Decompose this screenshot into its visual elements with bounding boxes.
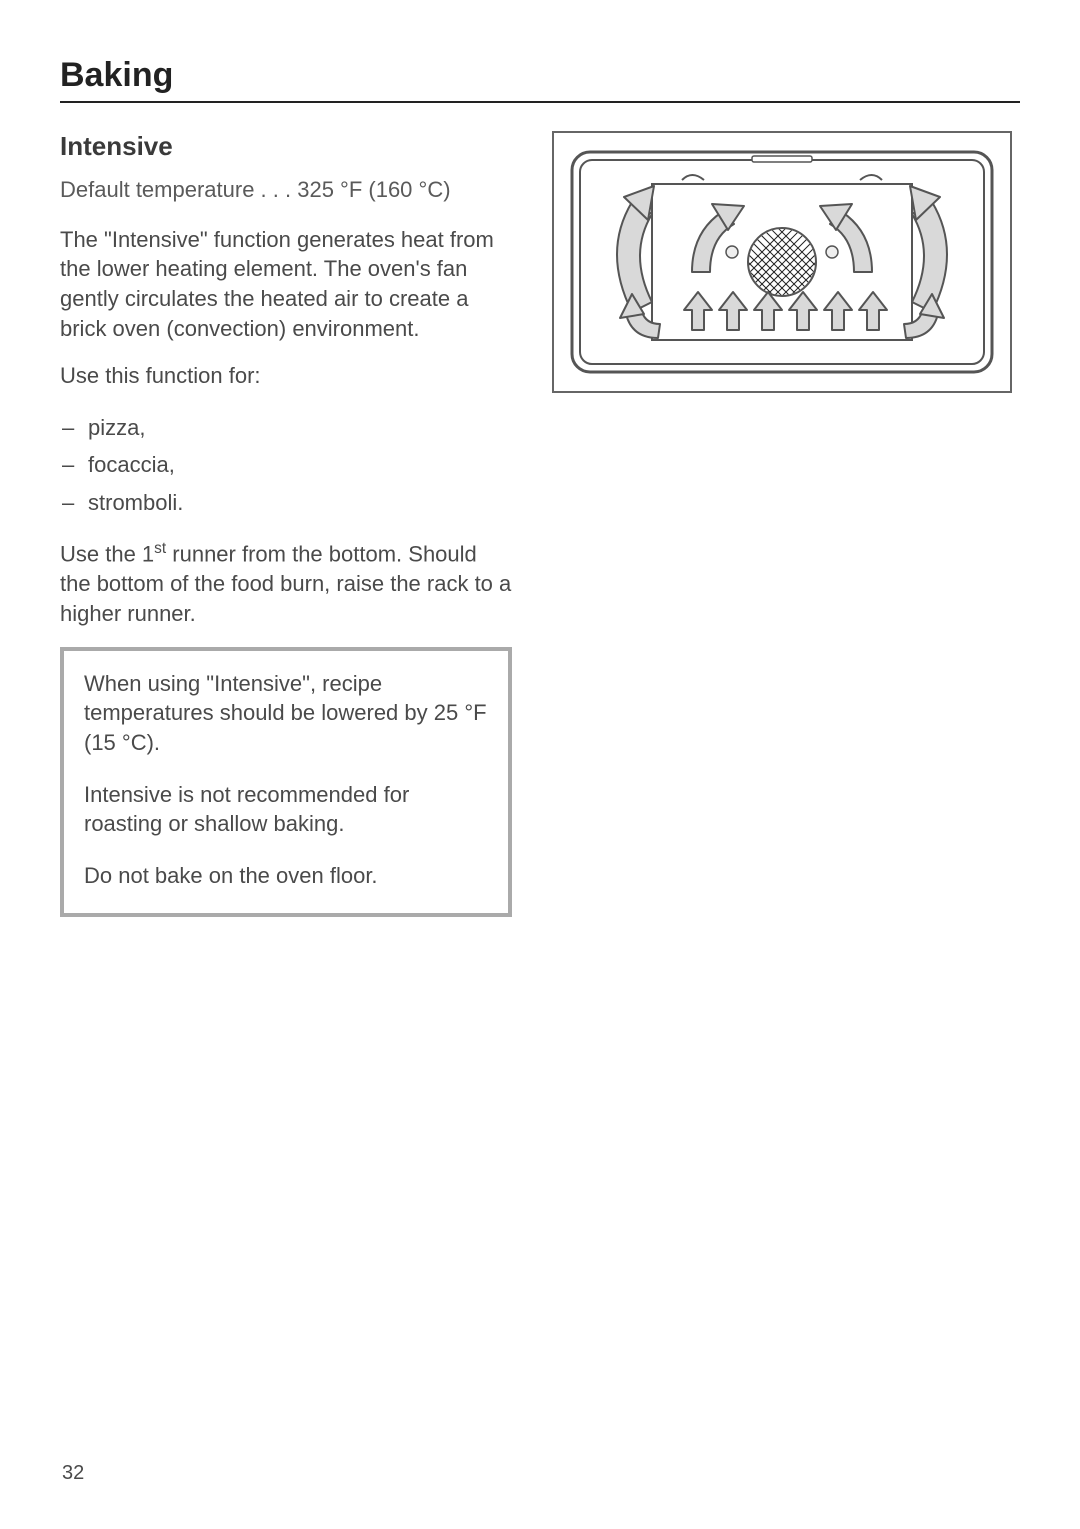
use-lead: Use this function for: [60, 361, 512, 391]
oven-diagram-svg [562, 142, 1002, 382]
page-title: Baking [60, 56, 1020, 103]
runner-sup: st [154, 540, 166, 557]
content-columns: Intensive Default temperature . . . 325 … [60, 131, 1020, 917]
default-temperature: Default temperature . . . 325 °F (160 °C… [60, 176, 512, 205]
right-column [552, 131, 1020, 917]
page-number: 32 [62, 1462, 84, 1485]
list-item: stromboli. [60, 484, 512, 521]
callout-p3: Do not bake on the oven floor. [84, 861, 488, 891]
section-heading: Intensive [60, 131, 512, 162]
callout-p2: Intensive is not recommended for roastin… [84, 780, 488, 839]
use-list: pizza, focaccia, stromboli. [60, 409, 512, 521]
left-column: Intensive Default temperature . . . 325 … [60, 131, 512, 917]
callout-p1: When using "Intensive", recipe temperatu… [84, 669, 488, 758]
runner-note: Use the 1st runner from the bottom. Shou… [60, 539, 512, 628]
list-item: focaccia, [60, 446, 512, 483]
intro-paragraph: The "Intensive" function generates heat … [60, 225, 512, 344]
oven-airflow-diagram [552, 131, 1012, 393]
callout-box: When using "Intensive", recipe temperatu… [60, 647, 512, 917]
runner-pre: Use the 1 [60, 542, 154, 567]
list-item: pizza, [60, 409, 512, 446]
